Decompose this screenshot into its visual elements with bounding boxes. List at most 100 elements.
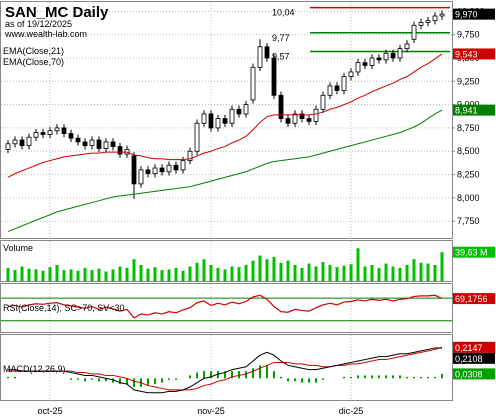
histogram-bar: [112, 378, 114, 383]
volume-bar: [160, 270, 164, 281]
volume-bar: [153, 267, 157, 281]
candle-body: [54, 127, 60, 132]
volume-bar: [286, 260, 290, 281]
value-box-label: 9,543: [455, 49, 478, 59]
candle-body: [334, 85, 340, 92]
x-tick-label: oct-25: [37, 406, 62, 416]
volume-bar: [419, 262, 423, 281]
histogram-bar: [154, 378, 156, 385]
candle-body: [369, 57, 375, 66]
histogram-bar: [413, 376, 415, 379]
histogram-bar: [364, 375, 366, 379]
volume-bar: [62, 270, 66, 281]
volume-bar: [251, 260, 255, 281]
value-box: [453, 48, 495, 60]
histogram-bar: [7, 376, 9, 379]
candle-body: [383, 52, 389, 61]
volume-bar: [48, 267, 52, 281]
volume-bar: [272, 257, 276, 281]
candle-body: [33, 132, 39, 138]
y-tick-label: 8,750: [457, 123, 480, 133]
histogram-bar: [224, 371, 226, 379]
histogram-bar: [105, 378, 107, 382]
value-box: [453, 293, 495, 305]
histogram-bar: [91, 378, 93, 380]
volume-bar: [230, 266, 234, 281]
candle-body: [194, 122, 200, 152]
ema-line: [7, 109, 443, 232]
volume-bar: [181, 270, 185, 281]
histogram-bar: [161, 378, 163, 383]
volume-bar: [237, 267, 241, 281]
volume-bar: [202, 259, 206, 281]
legend-entry: EMA(Close,21): [3, 46, 64, 56]
candle-body: [180, 160, 186, 171]
histogram-bar: [98, 378, 100, 382]
volume-bar: [111, 269, 115, 281]
candle-body: [432, 15, 438, 22]
candle-body: [19, 139, 25, 147]
x-tick-label: dic-25: [339, 406, 364, 416]
level-label: 10,22: [272, 0, 295, 1]
histogram-bar: [399, 375, 401, 379]
candle-body: [82, 141, 88, 147]
volume-bar: [377, 267, 381, 281]
candle-body: [131, 155, 137, 185]
candle-body: [96, 139, 102, 149]
candle-body: [411, 24, 417, 40]
volume-bar: [384, 263, 388, 281]
volume-bar: [104, 271, 108, 281]
histogram-bar: [245, 371, 247, 379]
candle-body: [355, 62, 361, 73]
volume-bar: [412, 259, 416, 281]
candle-body: [376, 57, 382, 61]
volume-bar: [307, 263, 311, 281]
histogram-bar: [147, 378, 149, 386]
histogram-bar: [315, 378, 317, 383]
histogram-bar: [77, 378, 79, 380]
histogram-bar: [357, 375, 359, 379]
histogram-bar: [427, 376, 429, 379]
value-box: [453, 341, 495, 353]
volume-bar: [34, 269, 38, 281]
candle-body: [257, 46, 263, 68]
x-tick-label: nov-25: [197, 406, 225, 416]
candle-body: [341, 76, 347, 92]
candle-body: [264, 46, 270, 59]
candle-body: [159, 167, 165, 173]
volume-bar: [195, 262, 199, 281]
histogram-bar: [231, 371, 233, 379]
volume-bar: [279, 262, 283, 281]
value-box: [453, 8, 495, 20]
candle-body: [243, 104, 249, 115]
candle-body: [152, 167, 158, 175]
candle-body: [61, 127, 67, 134]
volume-bar: [244, 265, 248, 281]
volume-bar: [342, 265, 346, 281]
value-box: [453, 368, 495, 380]
marks: 7,7508,0008,2508,5008,7509,0009,2509,500…: [1, 0, 485, 400]
candle-body: [89, 139, 95, 147]
y-tick-label: 8,500: [457, 146, 480, 156]
histogram-bar: [287, 378, 289, 382]
volume-bar: [20, 266, 24, 281]
ema-line: [7, 53, 443, 178]
histogram-bar: [343, 376, 345, 379]
candle-body: [138, 169, 144, 185]
histogram-bar: [196, 372, 198, 379]
histogram-bar: [252, 368, 254, 379]
volume-bar: [55, 265, 59, 281]
subtitle: as of 19/12/2025: [5, 19, 72, 29]
candle-body: [110, 141, 116, 147]
volume-bar: [76, 270, 80, 281]
volume-bar: [174, 267, 178, 281]
candle-body: [208, 113, 214, 129]
histogram-bar: [371, 375, 373, 379]
candle-body: [26, 136, 32, 147]
histogram-bar: [378, 375, 380, 379]
histogram-bar: [238, 371, 240, 379]
candle-body: [250, 66, 256, 101]
candle-body: [320, 94, 326, 110]
macd-panel: [0, 334, 453, 401]
